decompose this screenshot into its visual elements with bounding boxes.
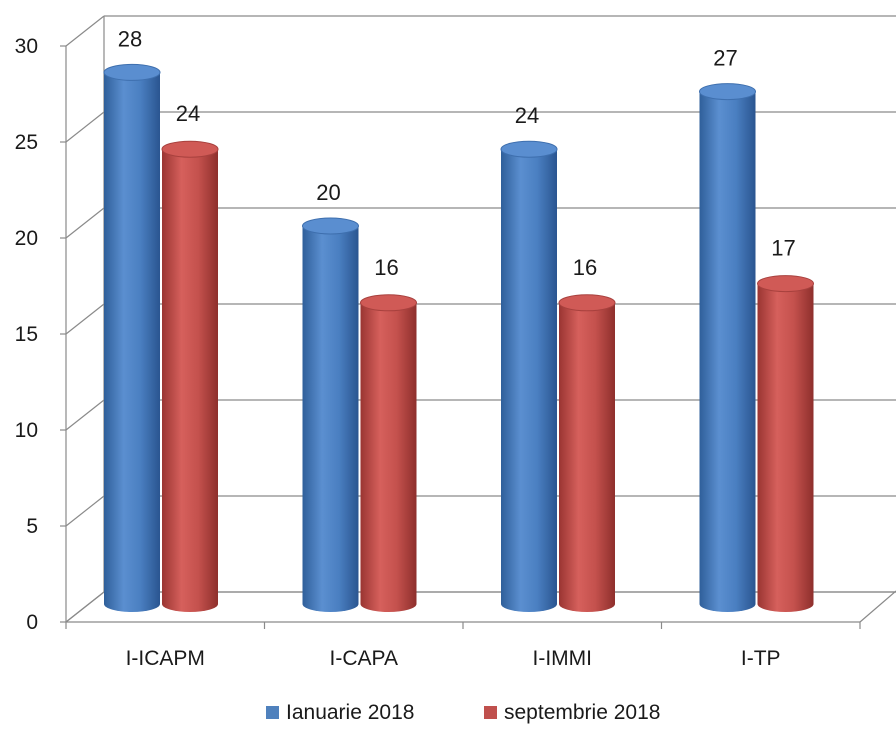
y-tick-label: 30 <box>15 35 38 58</box>
bar-body <box>699 91 756 613</box>
bar-body <box>360 302 417 612</box>
bar-top <box>103 63 161 81</box>
bar-body <box>162 149 218 612</box>
data-label: 16 <box>573 255 597 280</box>
y-tick-label: 15 <box>15 323 38 346</box>
legend-swatch <box>266 706 279 719</box>
x-tick-label: I-TP <box>741 647 781 670</box>
bar-i-icapm-ianuarie <box>103 63 161 612</box>
bar-i-icapm-septembrie <box>161 140 219 612</box>
bar-body <box>104 72 160 612</box>
legend-label: septembrie 2018 <box>504 701 660 724</box>
x-tick-label: I-CAPA <box>330 647 398 670</box>
bar-i-immi-ianuarie <box>500 140 558 612</box>
bar-i-capa-septembrie <box>360 294 417 612</box>
bar-top <box>360 294 417 312</box>
y-tick-label: 20 <box>15 227 38 250</box>
gridline-diagonal <box>65 111 105 143</box>
bar-body <box>501 149 557 612</box>
bar-i-immi-septembrie <box>558 294 616 612</box>
gridline-diagonal <box>65 399 105 431</box>
y-tick-label: 10 <box>15 419 38 442</box>
gridline-diagonal <box>65 303 105 335</box>
bar-top <box>500 140 558 158</box>
data-label: 24 <box>515 103 539 128</box>
data-label: 20 <box>316 180 340 205</box>
bar-body <box>559 302 615 612</box>
bar-body <box>302 226 359 612</box>
y-tick-label: 0 <box>26 611 38 634</box>
y-tick-label: 5 <box>26 515 38 538</box>
bar-body <box>757 283 814 612</box>
bar-i-tp-ianuarie <box>699 83 756 613</box>
x-tick-label: I-ICAPM <box>126 647 205 670</box>
bar-top <box>302 217 359 235</box>
bar-top <box>161 140 219 158</box>
y-tick-label: 25 <box>15 131 38 154</box>
data-label: 27 <box>713 46 737 71</box>
legend-label: Ianuarie 2018 <box>286 701 414 724</box>
gridline-diagonal <box>65 495 105 527</box>
x-tick-label: I-IMMI <box>533 647 592 670</box>
bar-top <box>558 294 616 312</box>
data-label: 16 <box>374 255 398 280</box>
bar-i-tp-septembrie <box>757 275 814 612</box>
data-label: 28 <box>118 26 142 51</box>
gridline-diagonal <box>65 207 105 239</box>
legend-swatch <box>484 706 497 719</box>
data-label: 24 <box>176 101 200 126</box>
gridline-diagonal <box>65 15 105 47</box>
bar-i-capa-ianuarie <box>302 217 359 612</box>
data-label: 17 <box>771 236 795 261</box>
bar-top <box>757 275 814 293</box>
bar-top <box>699 83 756 101</box>
